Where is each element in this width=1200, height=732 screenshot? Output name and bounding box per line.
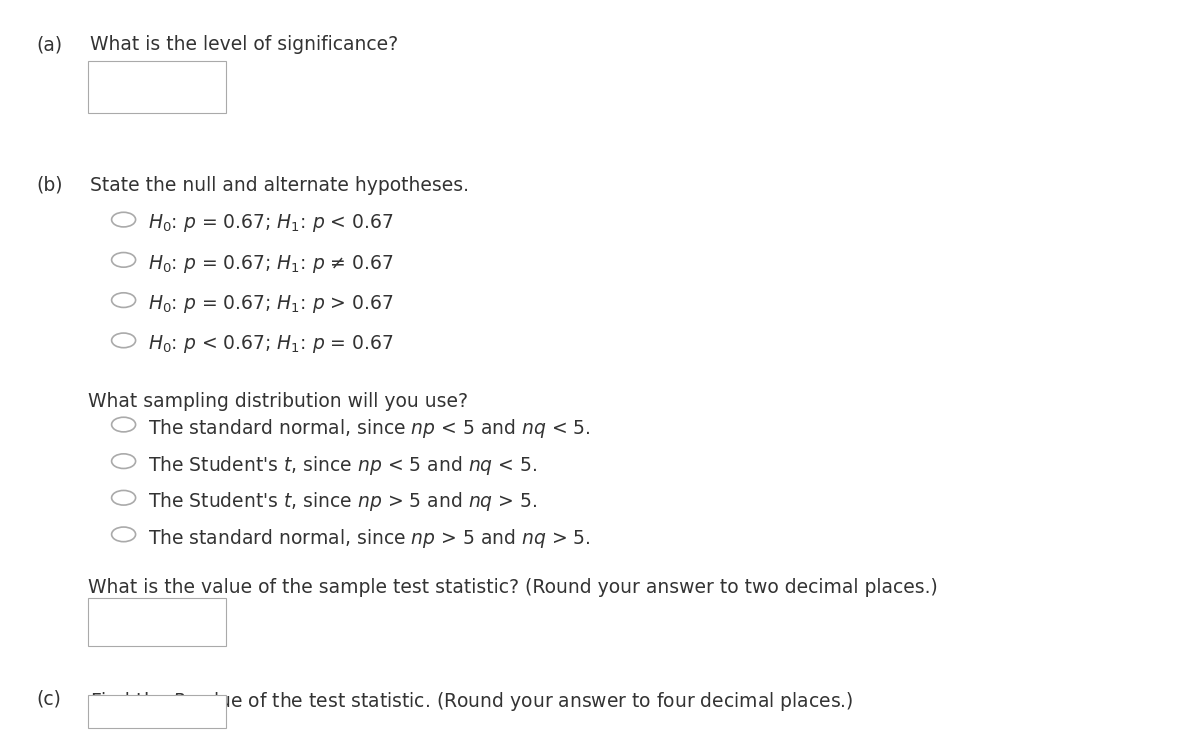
Bar [88,695,226,728]
Text: What is the level of significance?: What is the level of significance? [90,35,398,54]
Text: $H_0$: $p$ = 0.67; $H_1$: $p$ > 0.67: $H_0$: $p$ = 0.67; $H_1$: $p$ > 0.67 [148,293,394,315]
Bar [88,598,226,646]
Text: $H_0$: $p$ = 0.67; $H_1$: $p$ ≠ 0.67: $H_0$: $p$ = 0.67; $H_1$: $p$ ≠ 0.67 [148,253,394,274]
Text: What is the value of the sample test statistic? (Round your answer to two decima: What is the value of the sample test sta… [88,578,937,597]
Text: The Student's $t$, since $np$ > 5 and $nq$ > 5.: The Student's $t$, since $np$ > 5 and $n… [148,490,536,513]
Text: (a): (a) [36,35,62,54]
Text: (b): (b) [36,176,62,195]
Text: $H_0$: $p$ < 0.67; $H_1$: $p$ = 0.67: $H_0$: $p$ < 0.67; $H_1$: $p$ = 0.67 [148,333,394,355]
Text: (c): (c) [36,690,61,709]
Text: The standard normal, since $np$ > 5 and $nq$ > 5.: The standard normal, since $np$ > 5 and … [148,527,590,550]
Text: The standard normal, since $np$ < 5 and $nq$ < 5.: The standard normal, since $np$ < 5 and … [148,417,590,440]
Bar [88,61,226,113]
Text: $H_0$: $p$ = 0.67; $H_1$: $p$ < 0.67: $H_0$: $p$ = 0.67; $H_1$: $p$ < 0.67 [148,212,394,234]
Text: The Student's $t$, since $np$ < 5 and $nq$ < 5.: The Student's $t$, since $np$ < 5 and $n… [148,454,536,477]
Text: Find the $P$-value of the test statistic. (Round your answer to four decimal pla: Find the $P$-value of the test statistic… [90,690,853,712]
Text: State the null and alternate hypotheses.: State the null and alternate hypotheses. [90,176,469,195]
Text: What sampling distribution will you use?: What sampling distribution will you use? [88,392,468,411]
